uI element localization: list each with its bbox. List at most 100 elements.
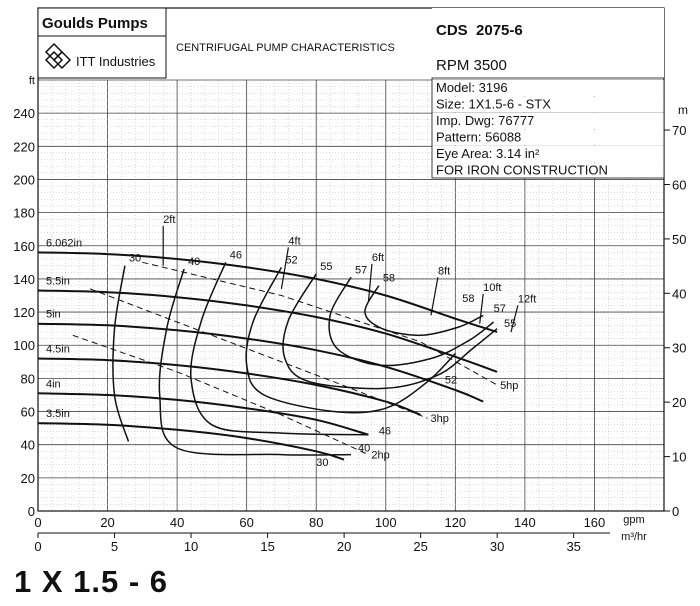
curve-labels: 6.062in 5.5in 5in 4.5in 4in 3.5in 30 40 46 52 55 57… — [46, 214, 536, 469]
pump-detail-line: Size: 1X1.5-6 - STX — [436, 97, 551, 112]
head-curve — [37, 357, 421, 416]
head-curve-label: 5in — [46, 309, 61, 321]
header-block: Goulds Pumps ITT Industries CENTRIFUGAL … — [37, 7, 665, 179]
pump-detail-line: FOR IRON CONSTRUCTION — [436, 163, 608, 178]
pump-detail-line: Pattern: 56088 — [436, 130, 521, 145]
y2-tick-label: 50 — [672, 232, 686, 247]
efficiency-label-end: 46 — [379, 426, 391, 438]
npshr-curve — [510, 305, 519, 333]
power-curve-label: 5hp — [500, 380, 518, 392]
npshr-curve — [367, 263, 373, 303]
x2-tick-label: 20 — [337, 539, 351, 554]
x-tick-label: 100 — [375, 515, 397, 530]
x-axis-label: gpm — [623, 514, 644, 526]
head-curve-label: 6.062in — [46, 237, 82, 249]
power-curve-label: 2hp — [371, 450, 389, 462]
x2-tick-label: 0 — [34, 539, 41, 554]
x-tick-label: 60 — [239, 515, 253, 530]
efficiency-curve — [364, 285, 484, 337]
x2-tick-label: 30 — [490, 539, 504, 554]
rpm-label: RPM 3500 — [436, 57, 507, 74]
company-name: ITT Industries — [76, 54, 156, 69]
head-curve — [37, 422, 345, 461]
head-curve-label: 5.5in — [46, 276, 70, 288]
x2-tick-label: 10 — [184, 539, 198, 554]
y-tick-label: 180 — [13, 206, 35, 221]
y-tick-label: 200 — [13, 172, 35, 187]
y2-tick-label: 40 — [672, 286, 686, 301]
power-curve — [90, 288, 428, 419]
head-curve-label: 4in — [46, 378, 61, 390]
detail-bg — [432, 113, 664, 129]
head-curve-label: 4.5in — [46, 343, 70, 355]
efficiency-curve — [112, 265, 130, 442]
npshr-label: 10ft — [483, 282, 501, 294]
x-tick-label: 0 — [34, 515, 41, 530]
curves — [37, 225, 519, 461]
efficiency-curve — [328, 276, 495, 367]
chart-title: CENTRIFUGAL PUMP CHARACTERISTICS — [176, 42, 395, 54]
y-tick-label: 0 — [28, 504, 35, 519]
detail-bg — [432, 129, 664, 146]
power-curve — [72, 334, 369, 456]
x-tick-label: 160 — [584, 515, 606, 530]
x2-axis-label: m³/hr — [621, 531, 647, 543]
efficiency-label-end: 58 — [462, 293, 474, 305]
y2-tick-label: 70 — [672, 123, 686, 138]
y2-tick-label: 20 — [672, 395, 686, 410]
efficiency-curve — [282, 273, 498, 390]
x-tick-label: 140 — [514, 515, 536, 530]
npshr-curve — [280, 247, 289, 289]
power-curve-label: 3hp — [431, 413, 449, 425]
detail-bg — [432, 162, 664, 179]
efficiency-label-end: 40 — [358, 442, 370, 454]
x-tick-label: 20 — [100, 515, 114, 530]
y2-tick-label: 30 — [672, 341, 686, 356]
head-curve — [37, 392, 369, 436]
detail-bg — [432, 146, 664, 162]
pump-detail-line: Model: 3196 — [436, 80, 508, 95]
efficiency-label: 57 — [355, 264, 367, 276]
y2-tick-label: 60 — [672, 177, 686, 192]
npshr-curve — [479, 293, 484, 324]
power-curve — [142, 261, 498, 386]
head-curve — [37, 322, 484, 403]
x-tick-label: 80 — [309, 515, 323, 530]
y-tick-label: 160 — [13, 239, 35, 254]
efficiency-label: 55 — [320, 261, 332, 273]
detail-frame — [431, 77, 665, 179]
npshr-label: 4ft — [288, 235, 300, 247]
y-tick-label: 120 — [13, 305, 35, 320]
brand-name: Goulds Pumps — [42, 15, 148, 32]
efficiency-curve — [245, 266, 456, 414]
y-tick-label: 100 — [13, 338, 35, 353]
npshr-label: 8ft — [438, 265, 450, 277]
y-tick-label: 60 — [21, 405, 35, 420]
efficiency-label-end: 55 — [504, 318, 516, 330]
x2-tick-label: 25 — [413, 539, 427, 554]
pump-detail-line: Eye Area: 3.14 in² — [436, 146, 540, 161]
x2-tick-label: 15 — [260, 539, 274, 554]
y-tick-label: 80 — [21, 371, 35, 386]
efficiency-label-end: 52 — [445, 374, 457, 386]
efficiency-curve — [189, 262, 369, 436]
detail-bg — [432, 96, 664, 113]
detail-bg — [432, 80, 664, 96]
curve-code: CDS 2075-6 — [436, 22, 523, 39]
efficiency-label-end: 30 — [316, 457, 328, 469]
npshr-label: 2ft — [163, 214, 175, 226]
pump-detail-line: Imp. Dwg: 76777 — [436, 113, 534, 128]
efficiency-label: 46 — [230, 249, 242, 261]
efficiency-curve — [158, 268, 352, 456]
efficiency-label: 58 — [383, 273, 395, 285]
x-tick-label: 40 — [170, 515, 184, 530]
x2-tick-label: 5 — [111, 539, 118, 554]
pump-size-title: 1 X 1.5 - 6 — [14, 564, 169, 599]
y-tick-label: 40 — [21, 438, 35, 453]
y-axis-label: ft — [29, 75, 35, 87]
npshr-label: 12ft — [518, 293, 536, 305]
y-tick-label: 240 — [13, 106, 35, 121]
